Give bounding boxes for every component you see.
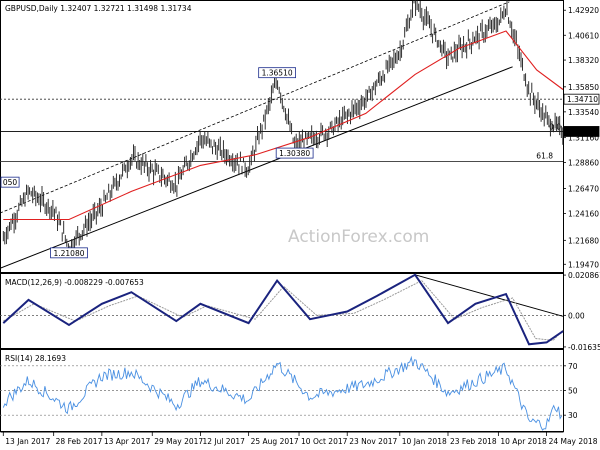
current-price-label: 1.31734 <box>567 127 598 136</box>
price-axis-label: 1.21680 <box>568 236 599 245</box>
x-axis-label: 29 May 2017 <box>154 437 203 446</box>
rsi-header: RSI(14) 28.1693 <box>5 354 66 363</box>
price-annotation-box <box>258 67 296 79</box>
level-price-label: 1.34710 <box>567 95 598 104</box>
fib-618-label: 61.8 <box>536 152 553 161</box>
x-axis-label: 10 Jan 2018 <box>402 437 447 446</box>
x-axis-label: 23 Feb 2018 <box>450 437 497 446</box>
price-axis-label: 1.33540 <box>568 108 599 117</box>
price-annotation-box <box>0 176 20 188</box>
x-axis-label: 25 Aug 2017 <box>251 437 299 446</box>
x-axis-label: 13 Jan 2017 <box>5 437 50 446</box>
price-axis-label: 1.28860 <box>568 159 599 168</box>
rsi-axis-label: 50 <box>568 387 578 396</box>
price-annotation-box <box>50 247 88 259</box>
x-axis-label: 28 Feb 2017 <box>56 437 103 446</box>
price-axis-label: 1.38320 <box>568 56 599 65</box>
watermark: ActionForex.com <box>288 227 429 247</box>
price-panel-frame <box>0 0 564 273</box>
price-annotation-label: 1.21080 <box>53 249 84 258</box>
x-axis-label: 12 Jul 2017 <box>202 437 245 446</box>
upper-channel-line <box>0 1 510 214</box>
macd-main-line <box>2 273 564 346</box>
macd-axis-label: 0.020861 <box>568 271 600 280</box>
rsi-axis-label: 30 <box>568 411 578 420</box>
level-price-box <box>563 93 600 105</box>
price-axis-label: 1.40610 <box>568 31 599 40</box>
rsi-axis-label: 70 <box>568 362 578 371</box>
x-axis-label: 10 Apr 2018 <box>500 437 547 446</box>
x-axis-label: 10 Oct 2017 <box>301 437 348 446</box>
macd-signal-line <box>3 279 564 341</box>
x-axis-label: 23 Nov 2017 <box>349 437 397 446</box>
price-axis-label: 1.35850 <box>568 83 599 92</box>
moving-average-line <box>3 30 564 221</box>
price-axis-label: 1.31160 <box>568 134 599 143</box>
rsi-line <box>2 355 563 431</box>
price-axis-label: 1.19470 <box>568 260 599 269</box>
x-axis-label: 13 Apr 2017 <box>104 437 151 446</box>
macd-panel-frame <box>0 273 564 349</box>
price-axis-label: 1.26470 <box>568 184 599 193</box>
support-trendline <box>0 66 513 269</box>
price-annotation-label: 050 <box>3 178 18 187</box>
price-annotation-label: 1.30380 <box>279 149 310 158</box>
current-price-box <box>563 126 600 137</box>
macd-header: MACD(12,26,9) -0.008229 -0.007653 <box>5 278 144 287</box>
x-axis-label: 24 May 2018 <box>549 437 598 446</box>
price-annotation-label: 1.36510 <box>262 69 293 78</box>
price-axis-label: 1.24160 <box>568 209 599 218</box>
macd-trendline <box>415 274 564 317</box>
price-annotation-box <box>275 147 314 159</box>
macd-axis-label: 0.00 <box>568 311 585 320</box>
price-header: GBPUSD,Daily 1.32407 1.32721 1.31498 1.3… <box>5 4 192 13</box>
price-axis-label: 1.42920 <box>568 6 599 15</box>
